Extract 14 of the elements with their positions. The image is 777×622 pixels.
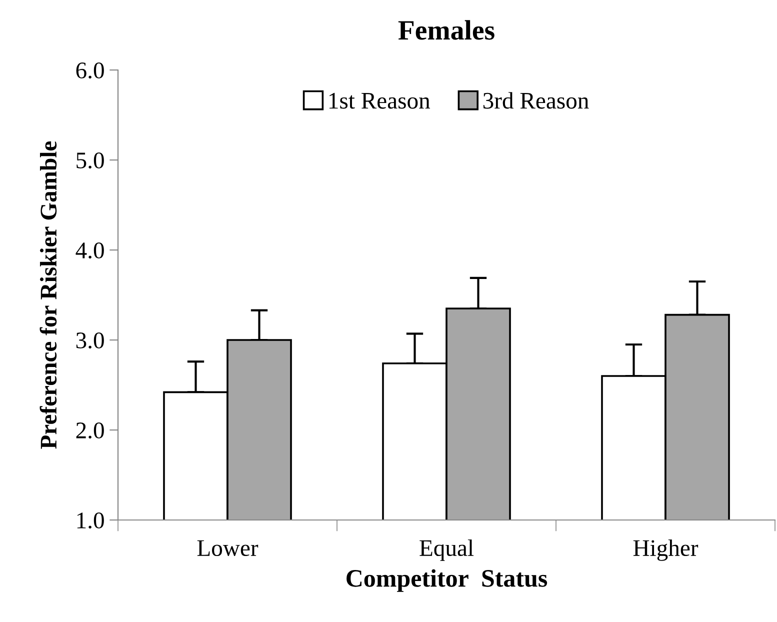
legend-label: 1st Reason (329, 92, 430, 109)
x-tick-label: Lower (197, 540, 258, 556)
x-tick-label: Equal (420, 539, 474, 561)
legend-label: 3rd Reason (483, 92, 589, 109)
chart-title: Females (398, 20, 494, 40)
y-tick-label: 5.0 (76, 152, 104, 169)
y-tick-label: 2.0 (76, 422, 104, 439)
y-axis-title: Preference for Riskier Gamble (40, 141, 57, 449)
y-tick-label: 1.0 (77, 512, 104, 529)
x-tick-label: Higher (633, 539, 698, 561)
y-tick-label: 3.0 (76, 332, 104, 349)
y-tick-label: 4.0 (76, 242, 104, 259)
x-axis-title: Competitor Status (346, 569, 548, 592)
y-tick-label: 6.0 (76, 62, 104, 79)
